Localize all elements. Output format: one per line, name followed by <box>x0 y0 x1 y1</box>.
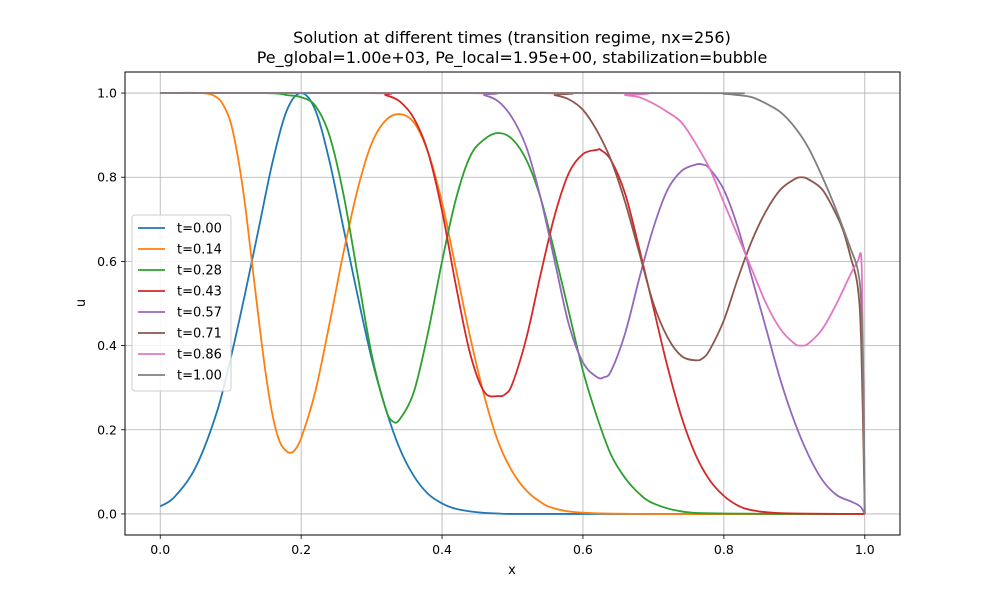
x-tick-label: 0.2 <box>291 542 311 557</box>
series-line <box>160 91 866 514</box>
y-tick-label: 0.6 <box>97 254 117 269</box>
series-line <box>160 91 865 515</box>
plot-frame <box>124 71 901 536</box>
y-tick-label: 0.8 <box>97 170 117 185</box>
series-line <box>159 92 865 515</box>
x-tick-label: 1.0 <box>855 542 875 557</box>
x-tick-label: 0.6 <box>573 542 593 557</box>
x-tick-label: 0.0 <box>150 542 170 557</box>
axis-ticks: 0.0 0.2 0.4 0.6 0.8 1.0 0.0 0.2 0.4 0.6 0.8 1.0 <box>97 86 875 557</box>
legend-label: t=0.28 <box>177 264 222 279</box>
y-tick-label: 0.4 <box>97 338 117 353</box>
y-tick-label: 0.0 <box>97 506 117 521</box>
chart-title-line1: Solution at different times (transition … <box>293 28 731 47</box>
series-line <box>160 91 866 514</box>
x-axis-label: x <box>508 563 516 578</box>
legend-box <box>131 214 232 392</box>
y-tick-label: 0.2 <box>97 422 117 437</box>
x-tick-label: 0.8 <box>714 542 734 557</box>
legend-label: t=0.00 <box>177 222 222 237</box>
legend: t=0.00 t=0.14 t=0.28 t=0.43 t=0.57 t=0.71 t=0.… <box>131 214 232 392</box>
series-lines <box>159 91 866 515</box>
legend-label: t=0.14 <box>177 243 222 258</box>
y-tick-label: 1.0 <box>97 86 117 101</box>
series-line <box>160 91 865 515</box>
chart-title-line2: Pe_global=1.00e+03, Pe_local=1.95e+00, s… <box>257 48 768 68</box>
legend-label: t=0.43 <box>177 285 222 300</box>
legend-label: t=0.57 <box>177 306 222 321</box>
legend-label: t=1.00 <box>177 369 222 384</box>
y-axis-label: u <box>74 299 89 307</box>
series-line <box>160 91 866 515</box>
legend-label: t=0.86 <box>177 348 222 363</box>
x-tick-label: 0.4 <box>432 542 452 557</box>
legend-label: t=0.71 <box>177 327 222 342</box>
series-line <box>160 92 866 514</box>
